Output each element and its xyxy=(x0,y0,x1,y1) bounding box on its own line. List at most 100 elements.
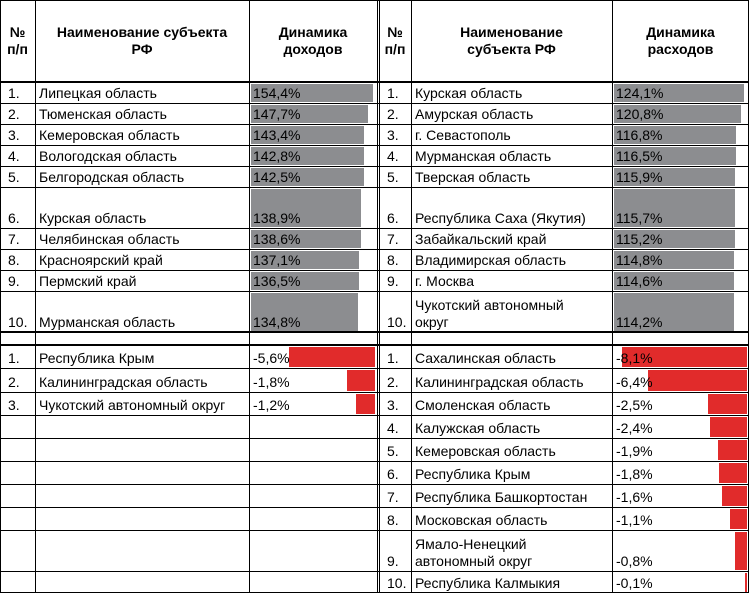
value-bar xyxy=(722,486,748,506)
value-bar xyxy=(614,230,735,248)
row-number: 1. xyxy=(387,85,399,101)
value-label: 154,4% xyxy=(253,85,301,101)
header-num-left: № п/п xyxy=(7,24,28,57)
value-bar xyxy=(730,509,748,529)
grid-line xyxy=(0,438,749,439)
region-name: Владимирская область xyxy=(415,252,567,268)
header-expense-dynamics: Динамика расходов xyxy=(646,24,715,57)
row-number: 9. xyxy=(387,553,399,569)
value-bar xyxy=(347,370,376,391)
value-label: -1,8% xyxy=(253,374,290,390)
region-name: Московская область xyxy=(415,512,548,528)
row-number: 8. xyxy=(387,252,399,268)
value-bar xyxy=(251,293,358,331)
row-number: 7. xyxy=(387,231,399,247)
grid-line xyxy=(0,249,749,250)
value-label: 143,4% xyxy=(253,127,301,143)
value-bar xyxy=(622,347,747,367)
row-number: 1. xyxy=(8,350,20,366)
value-bar xyxy=(251,251,359,269)
grid-line xyxy=(0,0,1,593)
value-label: 142,8% xyxy=(253,148,301,164)
region-name: Республика Саха (Якутия) xyxy=(415,210,586,226)
region-name: Республика Башкортостан xyxy=(415,489,588,505)
row-number: 3. xyxy=(8,397,20,413)
value-bar xyxy=(251,84,373,102)
row-number: 2. xyxy=(8,374,20,390)
value-bar xyxy=(709,417,747,437)
region-name: Челябинская область xyxy=(39,231,180,247)
grid-line xyxy=(0,530,749,531)
value-label: 120,8% xyxy=(616,106,664,122)
row-number: 9. xyxy=(8,273,20,289)
value-label: 147,7% xyxy=(253,106,301,122)
value-label: 124,1% xyxy=(616,85,664,101)
value-label: -2,4% xyxy=(616,420,653,436)
value-label: 115,9% xyxy=(616,169,663,185)
value-bar xyxy=(614,105,741,123)
row-number: 10. xyxy=(387,575,407,591)
value-bar xyxy=(614,126,736,144)
grid-line xyxy=(0,103,749,104)
value-bar xyxy=(717,440,747,460)
row-number: 3. xyxy=(387,397,399,413)
grid-line xyxy=(0,392,749,393)
region-name: г. Москва xyxy=(415,273,474,289)
region-name: Курская область xyxy=(415,85,523,101)
region-name: Красноярский край xyxy=(39,252,163,268)
row-number: 8. xyxy=(387,512,399,528)
grid-line xyxy=(249,0,250,593)
value-label: -8,1% xyxy=(616,350,653,366)
value-bar xyxy=(251,230,361,248)
region-name: Забайкальский край xyxy=(415,231,547,247)
section-separator xyxy=(0,344,749,346)
row-number: 4. xyxy=(387,420,399,436)
region-name: Мурманская область xyxy=(415,148,552,164)
region-name: Сахалинская область xyxy=(415,350,556,366)
value-bar xyxy=(614,272,734,290)
row-number: 6. xyxy=(387,210,399,226)
row-number: 2. xyxy=(8,106,20,122)
value-label: -5,6% xyxy=(253,350,290,366)
row-number: 8. xyxy=(8,252,20,268)
grid-line xyxy=(35,0,36,593)
row-number: 3. xyxy=(8,127,20,143)
row-number: 2. xyxy=(387,106,399,122)
row-number: 7. xyxy=(8,231,20,247)
value-bar xyxy=(745,573,748,592)
grid-line xyxy=(0,166,749,167)
region-name: г. Севастополь xyxy=(415,127,511,143)
grid-line xyxy=(0,0,749,1)
value-label: 116,5% xyxy=(616,148,663,164)
region-name: Пермский край xyxy=(39,273,137,289)
row-number: 4. xyxy=(8,148,20,164)
row-number: 4. xyxy=(387,148,399,164)
region-name: Республика Крым xyxy=(415,466,531,482)
region-name: Тюменская область xyxy=(39,106,167,122)
row-number: 10. xyxy=(8,314,28,330)
value-label: 116,8% xyxy=(616,127,663,143)
header-separator xyxy=(0,81,749,83)
value-bar xyxy=(648,370,748,391)
value-label: 137,1% xyxy=(253,252,301,268)
region-name: Республика Калмыкия xyxy=(415,575,561,591)
value-bar xyxy=(288,347,375,367)
section-separator xyxy=(0,331,749,333)
value-bar xyxy=(614,293,734,331)
value-bar xyxy=(719,463,748,483)
region-name: Тверская область xyxy=(415,169,531,185)
row-number: 5. xyxy=(387,443,399,459)
row-number: 6. xyxy=(387,466,399,482)
region-name: Чукотский автономный округ xyxy=(415,297,564,330)
header-region-right: Наименование субъекта РФ xyxy=(460,24,563,57)
value-label: 114,6% xyxy=(616,273,663,289)
grid-line xyxy=(379,0,380,593)
grid-line xyxy=(0,291,749,292)
grid-line xyxy=(377,0,378,593)
row-number: 1. xyxy=(8,85,20,101)
header-num-right: № п/п xyxy=(384,24,406,57)
value-bar xyxy=(614,84,744,102)
value-bar xyxy=(614,147,736,165)
header-income-dynamics: Динамика доходов xyxy=(278,24,348,57)
